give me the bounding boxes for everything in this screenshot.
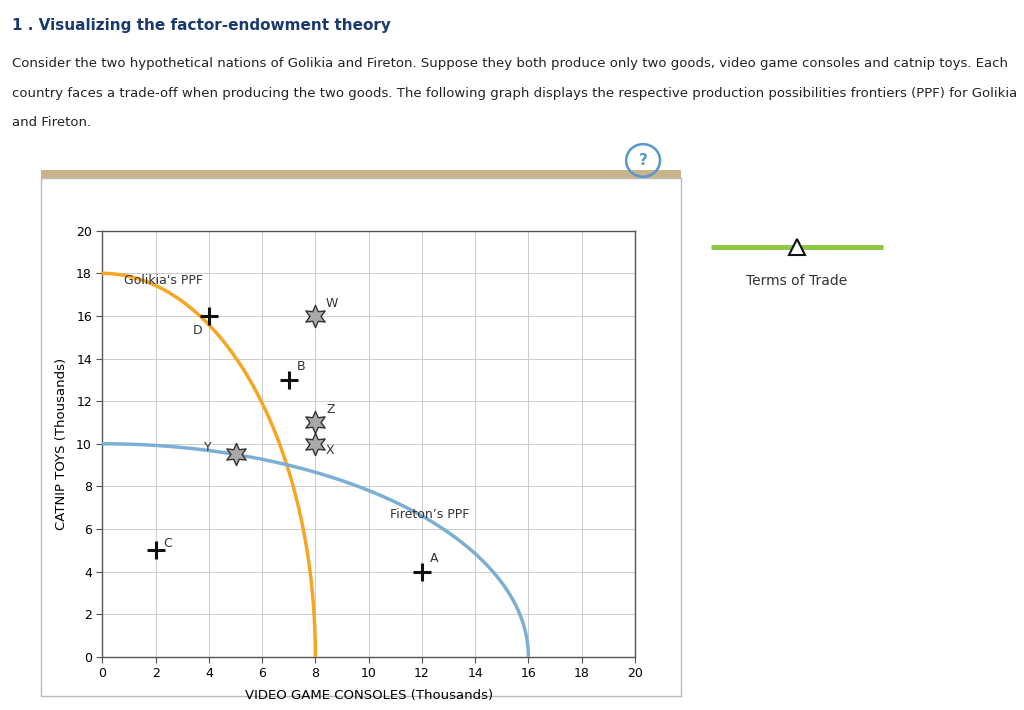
Text: Consider the two hypothetical nations of Golikia and Fireton. Suppose they both : Consider the two hypothetical nations of… [12, 57, 1009, 70]
Text: and Fireton.: and Fireton. [12, 116, 91, 129]
Text: Fireton’s PPF: Fireton’s PPF [390, 508, 469, 521]
Text: B: B [297, 361, 305, 373]
Text: Z: Z [326, 403, 335, 416]
X-axis label: VIDEO GAME CONSOLES (Thousands): VIDEO GAME CONSOLES (Thousands) [245, 689, 493, 701]
Text: ?: ? [639, 153, 647, 168]
Text: A: A [430, 552, 438, 565]
Text: C: C [164, 537, 172, 550]
Text: country faces a trade-off when producing the two goods. The following graph disp: country faces a trade-off when producing… [12, 87, 1018, 99]
Y-axis label: CATNIP TOYS (Thousands): CATNIP TOYS (Thousands) [54, 358, 68, 530]
Text: D: D [193, 324, 203, 337]
Text: W: W [326, 297, 338, 310]
Text: Golikia's PPF: Golikia's PPF [124, 274, 203, 287]
Text: Terms of Trade: Terms of Trade [746, 273, 847, 288]
Text: X: X [326, 444, 335, 457]
Text: Y: Y [204, 442, 211, 454]
Text: 1 . Visualizing the factor-endowment theory: 1 . Visualizing the factor-endowment the… [12, 18, 391, 33]
